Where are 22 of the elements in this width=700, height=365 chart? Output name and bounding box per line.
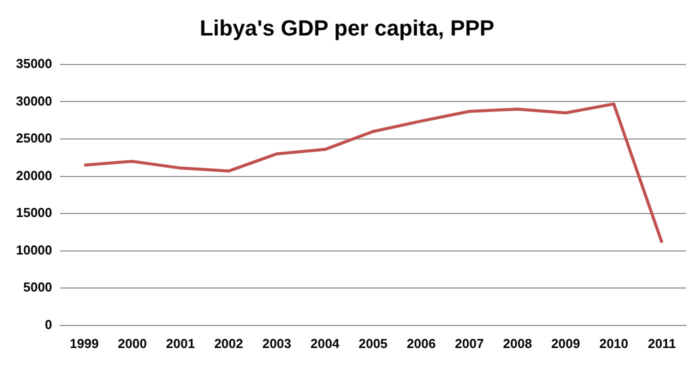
- x-tick-label: 2008: [503, 336, 532, 351]
- y-tick-label: 25000: [16, 130, 52, 146]
- chart-title: Libya's GDP per capita, PPP: [200, 15, 494, 40]
- y-tick-label: 15000: [16, 205, 52, 220]
- x-tick-label: 2010: [599, 336, 628, 351]
- x-tick-label: 2011: [648, 336, 676, 351]
- x-tick-label: 2001: [166, 336, 195, 351]
- y-tick-label: 35000: [16, 56, 52, 71]
- x-tick-label: 2002: [214, 336, 244, 351]
- y-tick-label: 30000: [16, 93, 52, 108]
- x-tick-label: 2004: [310, 336, 340, 351]
- y-tick-label: 20000: [16, 168, 52, 183]
- x-tick-label: 1999: [70, 336, 99, 351]
- x-tick-label: 2000: [118, 336, 147, 351]
- x-tick-label: 2006: [406, 336, 436, 351]
- x-tick-label: 2005: [358, 336, 388, 351]
- y-tick-label: 10000: [16, 242, 52, 258]
- x-tick-label: 2007: [454, 336, 484, 351]
- y-tick-label: 5000: [23, 280, 52, 295]
- y-tick-label: 0: [44, 316, 52, 332]
- x-tick-label: 2009: [551, 336, 580, 351]
- x-tick-label: 2003: [262, 336, 292, 351]
